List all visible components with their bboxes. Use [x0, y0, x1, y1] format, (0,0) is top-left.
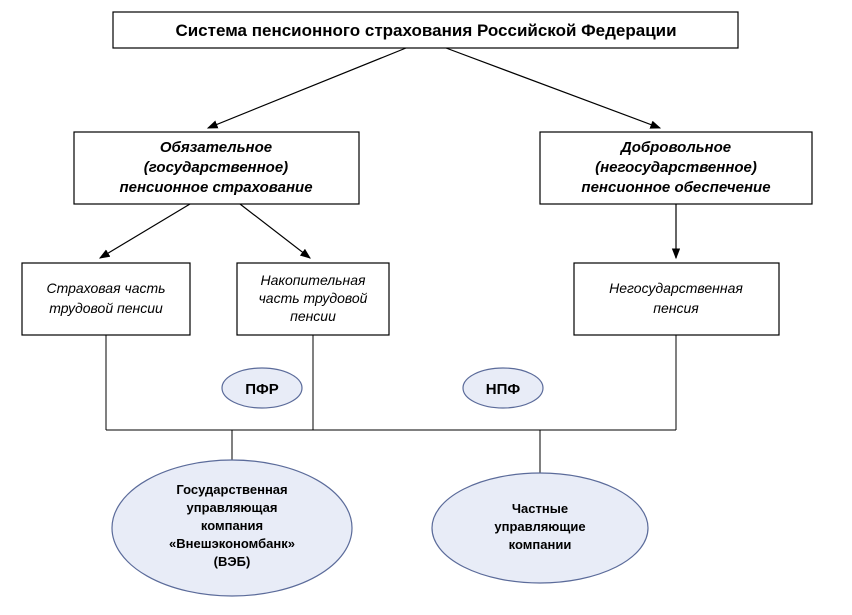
leaf-funded-line2: часть трудовой	[259, 290, 368, 306]
edge-left-insurance	[100, 204, 190, 258]
root-title: Система пенсионного страхования Российск…	[175, 21, 676, 40]
private-line2: управляющие	[494, 519, 585, 534]
leaf-insurance-line1: Страховая часть	[46, 280, 165, 296]
left-branch-line1: Обязательное	[160, 139, 272, 156]
veb-line2: управляющая	[187, 500, 278, 515]
right-branch-line2: (негосударственное)	[595, 159, 757, 176]
leaf-funded-line1: Накопительная	[261, 272, 367, 288]
edge-root-right	[446, 48, 660, 128]
private-line1: Частные	[512, 501, 568, 516]
pension-system-diagram: Система пенсионного страхования Российск…	[0, 0, 852, 615]
npf-label: НПФ	[486, 381, 521, 398]
leaf-nonstate-box	[574, 263, 779, 335]
left-branch-line2: (государственное)	[144, 159, 288, 176]
leaf-nonstate-line1: Негосударственная	[609, 280, 743, 296]
leaf-insurance-line2: трудовой пенсии	[49, 300, 163, 316]
leaf-funded-line3: пенсии	[290, 308, 336, 324]
left-branch-line3: пенсионное страхование	[119, 179, 312, 196]
veb-line3: компания	[201, 518, 263, 533]
veb-line4: «Внешэкономбанк»	[169, 536, 295, 551]
leaf-nonstate-line2: пенсия	[653, 300, 699, 316]
edge-root-left	[208, 48, 406, 128]
pfr-label: ПФР	[245, 381, 279, 398]
edge-left-funded	[240, 204, 310, 258]
right-branch-line3: пенсионное обеспечение	[581, 179, 770, 196]
leaf-insurance-box	[22, 263, 190, 335]
right-branch-line1: Добровольное	[619, 139, 731, 156]
private-line3: компании	[509, 537, 572, 552]
veb-line1: Государственная	[176, 482, 287, 497]
veb-line5: (ВЭБ)	[214, 554, 251, 569]
